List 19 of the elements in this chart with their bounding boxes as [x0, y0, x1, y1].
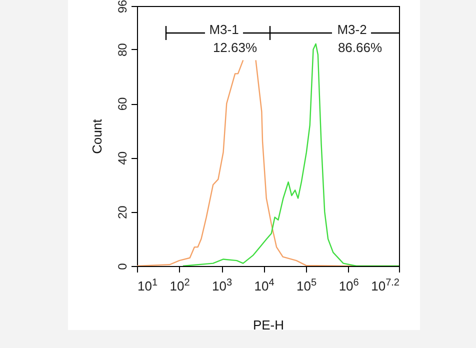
annotation: 86.66% — [338, 40, 382, 55]
x-tick-label: 10$^{1}$ — [138, 277, 158, 294]
annotation: 12.63% — [212, 40, 258, 55]
y-axis-title: Count — [90, 118, 104, 154]
y-tick-label: 40 — [116, 151, 130, 165]
y-tick-label: 0 — [116, 262, 130, 270]
x-tick-label: 10$^{6}$ — [338, 277, 360, 294]
annotation: M3-1 — [209, 22, 239, 37]
x-tick-label: 10$^{7.2}$ — [371, 277, 400, 294]
x-axis-title: PE-H — [252, 318, 284, 332]
x-tick-label: 10$^{4}$ — [254, 277, 275, 294]
annotation: M3-2 — [337, 22, 367, 37]
y-tick-label: 60 — [116, 97, 130, 111]
y-tick-label: 80 — [116, 42, 130, 57]
x-tick-label: 10$^{5}$ — [296, 277, 318, 294]
y-tick-label: 20 — [116, 205, 130, 220]
x-tick-label: 10$^{3}$ — [212, 277, 232, 294]
x-tick-label: 10$^{2}$ — [170, 277, 190, 294]
y-tick-label: 96 — [116, 0, 130, 14]
